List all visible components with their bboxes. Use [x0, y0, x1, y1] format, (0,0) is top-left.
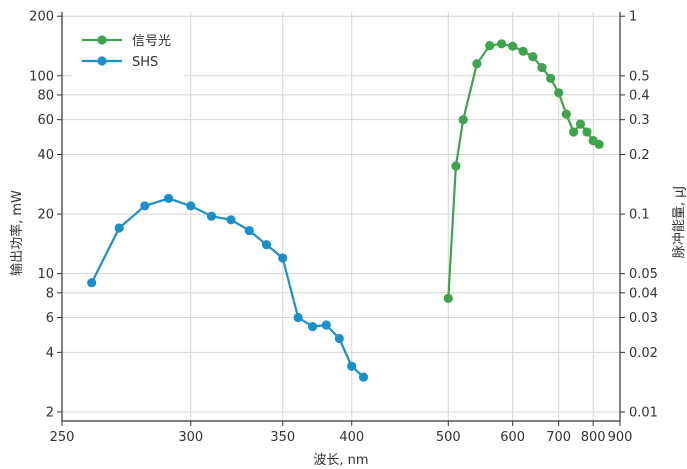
data-point [451, 161, 461, 171]
y-axis-left-title: 输出功率, mW [9, 190, 25, 276]
x-tick-label: 900 [608, 430, 633, 445]
data-point [87, 278, 97, 288]
data-point [244, 226, 254, 236]
y-tick-label-left: 200 [29, 10, 54, 25]
data-point [206, 211, 217, 221]
data-point [497, 39, 507, 49]
x-tick-label: 400 [339, 430, 364, 445]
data-point [186, 201, 196, 211]
y-tick-label-left: 60 [37, 113, 54, 128]
x-tick-label: 300 [178, 430, 203, 445]
data-point [518, 46, 528, 56]
data-point [261, 240, 272, 250]
data-point [546, 73, 556, 83]
x-tick-label: 600 [500, 430, 525, 445]
data-point [575, 119, 586, 129]
y-tick-label-left: 20 [37, 208, 54, 223]
tick-labels: 250 300 350 400 500 600 700 800 900 2 4 6 8 10 20 40 60 8… [29, 10, 658, 445]
y-tick-label-right: 0.01 [629, 405, 658, 420]
data-point [458, 115, 468, 125]
y-tick-label-left: 8 [46, 286, 54, 301]
data-point [140, 201, 150, 211]
series-line-1 [90, 197, 365, 378]
y-tick-label-left: 2 [46, 405, 54, 420]
data-point [582, 127, 592, 137]
data-point [443, 293, 453, 303]
y-tick-label-left: 40 [37, 148, 54, 163]
data-point [594, 139, 604, 149]
x-tick-label: 350 [270, 430, 295, 445]
data-point [358, 372, 369, 382]
y-tick-label-right: 0.2 [629, 148, 650, 163]
data-point [554, 88, 564, 98]
data-point [334, 333, 344, 344]
data-point [114, 223, 124, 233]
legend-marker-shs [97, 56, 107, 66]
data-point [561, 109, 571, 119]
data-point [226, 215, 236, 225]
x-tick-label: 800 [581, 430, 606, 445]
data-point [293, 312, 303, 323]
x-axis-title: 波长, nm [313, 453, 368, 468]
data-point [347, 361, 357, 371]
data-point [508, 41, 518, 51]
y-tick-label-left: 6 [46, 311, 54, 326]
y-tick-label-left: 4 [46, 346, 54, 361]
legend-marker-signal [97, 35, 107, 45]
y-tick-label-right: 0.04 [629, 286, 658, 301]
legend-label-signal: 信号光 [132, 34, 171, 49]
y-tick-label-right: 0.3 [629, 113, 650, 128]
data-point [472, 59, 482, 69]
y-tick-label-right: 0.03 [629, 311, 658, 326]
y-tick-label-right: 0.1 [629, 208, 650, 223]
data-point [537, 63, 547, 73]
data-point [164, 193, 174, 203]
y-tick-label-left: 100 [29, 69, 54, 84]
data-point [308, 322, 318, 332]
y-tick-label-left: 10 [37, 267, 54, 282]
data-point [569, 127, 579, 137]
legend-label-shs: SHS [132, 55, 158, 70]
data-point [485, 41, 495, 51]
data-point [528, 52, 538, 62]
y-tick-label-right: 0.5 [629, 69, 650, 84]
data-point [321, 320, 331, 330]
series-layer [87, 39, 604, 382]
series-line-0 [447, 42, 600, 299]
y-axis-right-title: 脉冲能量, μJ [672, 186, 687, 258]
x-tick-label: 500 [436, 430, 461, 445]
y-tick-label-right: 1 [629, 10, 637, 25]
y-tick-label-right: 0.02 [629, 346, 658, 361]
x-tick-label: 700 [546, 430, 571, 445]
grid [62, 12, 620, 421]
y-tick-label-right: 0.4 [629, 88, 650, 103]
axes [57, 12, 625, 426]
y-tick-label-right: 0.05 [629, 267, 658, 282]
legend: 信号光 SHS [72, 25, 184, 79]
y-tick-label-left: 80 [37, 88, 54, 103]
x-tick-label: 250 [50, 430, 75, 445]
data-point [278, 253, 288, 263]
legend-background [72, 25, 184, 79]
